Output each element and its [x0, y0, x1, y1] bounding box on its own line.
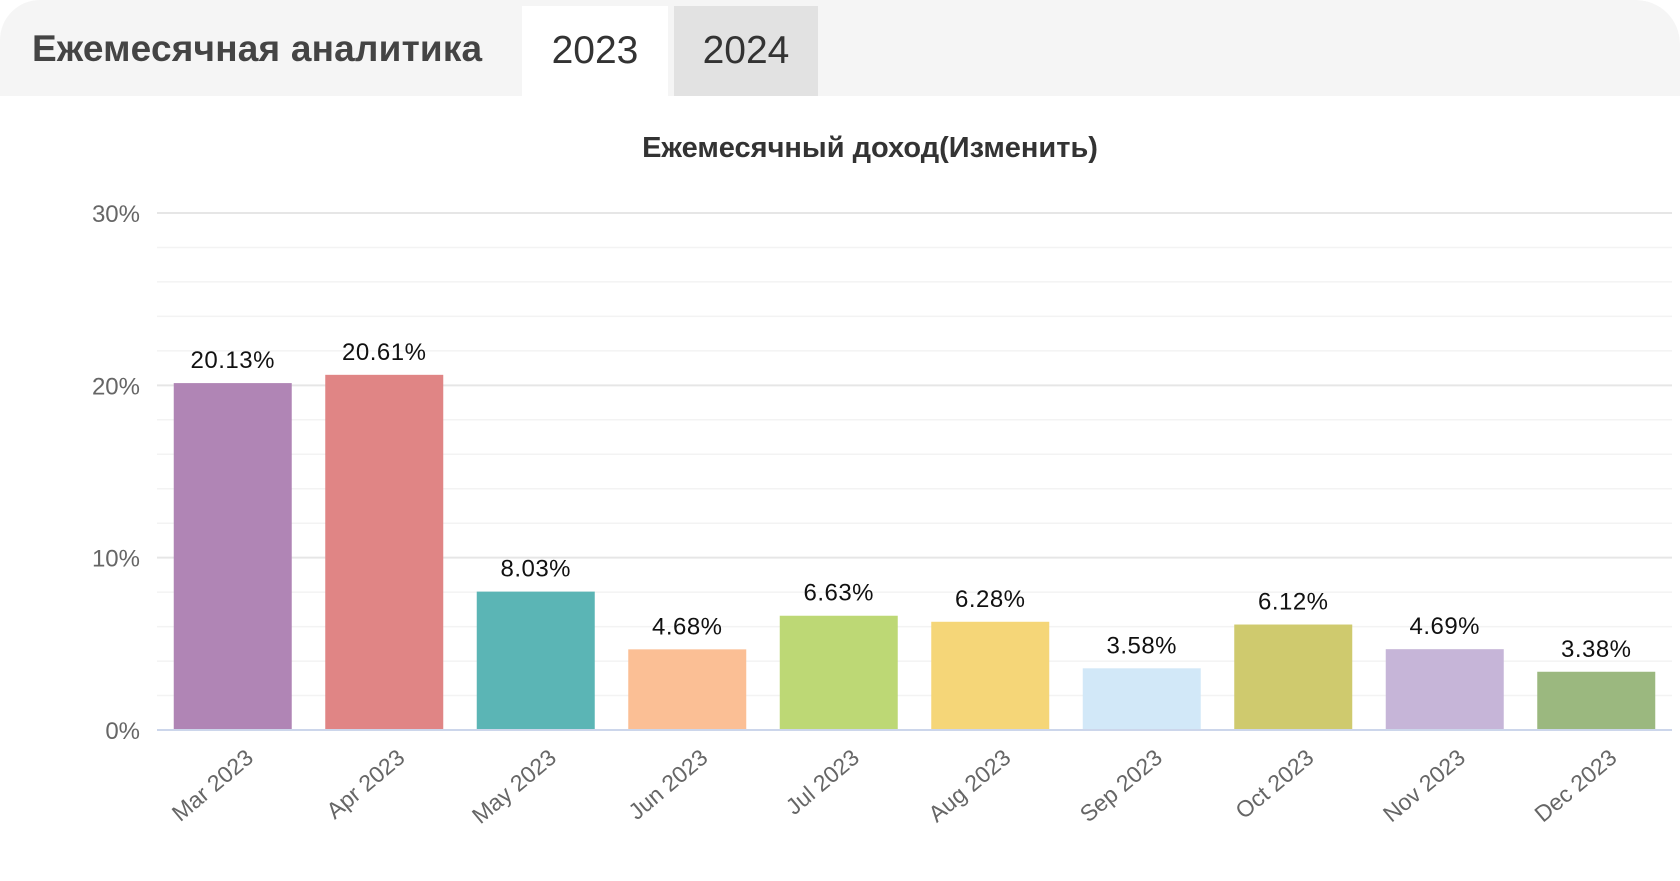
header-bar: Ежемесячная аналитика 2023 2024: [0, 0, 1680, 96]
data-label: 8.03%: [500, 556, 571, 583]
x-tick-label: Dec 2023: [1529, 744, 1621, 827]
x-tick-label: Sep 2023: [1075, 744, 1167, 827]
data-label: 6.28%: [955, 586, 1026, 613]
y-tick-label: 20%: [92, 373, 140, 400]
x-tick-label: Mar 2023: [167, 744, 258, 826]
y-tick-label: 30%: [92, 201, 140, 228]
x-tick-label: Oct 2023: [1230, 744, 1318, 824]
data-label: 3.38%: [1561, 636, 1632, 663]
data-label: 6.63%: [803, 580, 874, 607]
y-tick-label: 0%: [105, 718, 140, 745]
y-tick-label: 10%: [92, 546, 140, 573]
x-tick-label: Apr 2023: [321, 744, 409, 824]
bar: [1234, 624, 1353, 730]
bar: [1537, 671, 1656, 730]
bar: [779, 615, 898, 730]
bar: [476, 591, 595, 730]
tab-2024[interactable]: 2024: [674, 6, 818, 96]
data-label: 3.58%: [1106, 632, 1177, 659]
bar: [1385, 649, 1504, 730]
x-tick-label: Nov 2023: [1378, 744, 1470, 827]
tab-2023[interactable]: 2023: [522, 6, 668, 96]
bar: [1082, 668, 1201, 730]
data-label: 6.12%: [1258, 589, 1329, 616]
bar: [173, 383, 292, 730]
x-tick-label: Aug 2023: [923, 744, 1015, 827]
bar: [931, 621, 1050, 730]
x-tick-label: Jun 2023: [623, 744, 712, 825]
data-label: 4.69%: [1409, 613, 1480, 640]
x-tick-label: Jul 2023: [781, 744, 864, 820]
bar: [628, 649, 747, 730]
x-tick-label: May 2023: [467, 744, 561, 829]
data-label: 20.13%: [191, 347, 275, 374]
bar: [325, 374, 444, 730]
data-label: 20.61%: [342, 339, 426, 366]
page-title: Ежемесячная аналитика: [32, 28, 483, 69]
data-label: 4.68%: [652, 613, 723, 640]
chart-title[interactable]: Ежемесячный доход(Изменить): [642, 132, 1098, 164]
